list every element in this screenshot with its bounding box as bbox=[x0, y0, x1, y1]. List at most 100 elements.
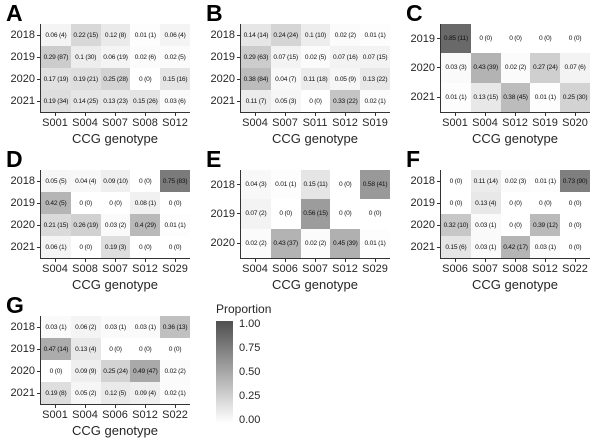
x-axis-tick-label: S012 bbox=[130, 405, 160, 421]
heatmap-cell: 0 (0) bbox=[160, 192, 190, 214]
x-axis-tick-label: S008 bbox=[70, 259, 100, 275]
y-axis-tick-label: 2020 bbox=[200, 68, 240, 90]
x-axis-title: CCG genotype bbox=[272, 131, 358, 146]
heatmap-cell: 0 (0) bbox=[41, 360, 71, 382]
panel-c-plot: 2019 2020 2021 0.85 (11) 0 (0) 0 (0) 0 (0) 0 (… bbox=[400, 24, 600, 146]
y-axis-labels: 2018 2019 2020 bbox=[200, 170, 240, 258]
y-axis-labels: 2019 2020 2021 bbox=[400, 24, 440, 112]
heatmap-cell: 0.14 (14) bbox=[241, 24, 271, 46]
x-axis-tick-label: S004 bbox=[70, 113, 100, 129]
panel-b-label: B bbox=[206, 0, 223, 26]
heatmap-cell: 0.13 (23) bbox=[100, 90, 131, 112]
y-axis-tick-label: 2019 bbox=[0, 192, 40, 214]
heatmap-cell: 0.15 (26) bbox=[130, 90, 161, 112]
panel-f: F 2018 2019 2020 2021 0 (0) 0.11 (14) 0.02 (3… bbox=[400, 146, 600, 292]
x-axis-tick-label: S012 bbox=[330, 113, 360, 129]
panel-d-plot: 2018 2019 2020 2021 0.05 (5) 0.04 (4) 0.09 (1… bbox=[0, 170, 200, 292]
x-axis-tick-label: S001 bbox=[40, 405, 70, 421]
legend-tick: 0.25 bbox=[239, 390, 261, 403]
y-axis-labels: 2018 2019 2020 2021 bbox=[0, 24, 40, 112]
panel-c-label: C bbox=[406, 0, 423, 26]
heatmap-cell: 0.08 (1) bbox=[130, 192, 161, 214]
heatmap-cell: 0.06 (4) bbox=[41, 24, 71, 46]
heatmap-cell: 0.12 (5) bbox=[100, 382, 131, 404]
x-axis-tick-label: S022 bbox=[560, 259, 590, 275]
heatmap-cell: 0.02 (1) bbox=[160, 382, 190, 404]
panel-a: A 2018 2019 2020 2021 0.06 (4) 0.22 (15) 0.12… bbox=[0, 0, 200, 146]
y-axis-tick-label: 2021 bbox=[400, 83, 440, 112]
heatmap-cell: 0.02 (1) bbox=[360, 90, 390, 112]
heatmap-cell: 0.17 (19) bbox=[41, 68, 71, 90]
heatmap-cell: 0.22 (15) bbox=[70, 24, 101, 46]
x-axis-tick-label: S007 bbox=[470, 259, 500, 275]
heatmap-cell: 0.01 (1) bbox=[360, 24, 390, 46]
y-axis-tick-label: 2019 bbox=[0, 338, 40, 360]
x-axis-labels: S004 S007 S011 S012 S019 bbox=[240, 113, 390, 129]
x-axis-labels: S006 S007 S008 S012 S022 bbox=[440, 259, 590, 275]
y-axis-tick-label: 2019 bbox=[0, 46, 40, 68]
x-axis-tick-label: S011 bbox=[300, 113, 330, 129]
heatmap-cell: 0.01 (1) bbox=[130, 24, 161, 46]
heatmap-cell: 0.29 (87) bbox=[41, 46, 71, 68]
panel-g-label: G bbox=[6, 292, 24, 318]
heatmap-cell: 0.09 (10) bbox=[100, 170, 131, 192]
heatmap-cell: 0.38 (84) bbox=[241, 68, 271, 90]
x-axis-tick-label: S007 bbox=[300, 259, 330, 275]
heatmap: 0.06 (4) 0.22 (15) 0.12 (8) 0.01 (1) 0.06 (4… bbox=[40, 24, 190, 113]
empty-cell bbox=[400, 292, 600, 438]
heatmap-cell: 0.01 (1) bbox=[160, 214, 190, 236]
legend-tick-labels: 1.00 0.75 0.50 0.25 0.00 bbox=[239, 318, 271, 426]
heatmap-cell: 0 (0) bbox=[130, 68, 161, 90]
heatmap-cell: 0 (0) bbox=[360, 199, 390, 229]
heatmap-cell: 0.05 (5) bbox=[41, 170, 71, 192]
heatmap-cell: 0.01 (1) bbox=[441, 82, 471, 112]
heatmap-cell: 0.15 (11) bbox=[300, 170, 331, 200]
heatmap-cell: 0.33 (22) bbox=[330, 90, 361, 112]
heatmap-cell: 0.02 (3) bbox=[500, 170, 531, 192]
heatmap-cell: 0.13 (22) bbox=[360, 68, 390, 90]
legend-tick: 0.00 bbox=[239, 413, 261, 426]
panel-f-label: F bbox=[406, 146, 421, 172]
heatmap-cell: 0.03 (1) bbox=[530, 236, 561, 258]
heatmap-cell: 0 (0) bbox=[530, 192, 561, 214]
heatmap-cell: 0.02 (2) bbox=[330, 24, 361, 46]
heatmap-cell: 0 (0) bbox=[530, 24, 561, 54]
x-axis-tick-label: S007 bbox=[270, 113, 300, 129]
y-axis-tick-label: 2018 bbox=[200, 24, 240, 46]
x-axis-tick-label: S006 bbox=[100, 405, 130, 421]
y-axis-tick-label: 2021 bbox=[0, 90, 40, 112]
heatmap-cell: 0.04 (4) bbox=[70, 170, 101, 192]
heatmap-cell: 0.49 (47) bbox=[130, 360, 161, 382]
legend-tick: 1.00 bbox=[239, 318, 261, 331]
heatmap-cell: 0.05 (2) bbox=[70, 382, 101, 404]
heatmap-cell: 0.11 (14) bbox=[470, 170, 501, 192]
heatmap-cell: 0.25 (30) bbox=[560, 82, 590, 112]
heatmap-cell: 0 (0) bbox=[100, 338, 131, 360]
x-axis-title: CCG genotype bbox=[472, 277, 558, 292]
heatmap-cell: 0.03 (2) bbox=[100, 214, 131, 236]
heatmap-cell: 0 (0) bbox=[160, 338, 190, 360]
heatmap-cell: 0.29 (63) bbox=[241, 46, 271, 68]
heatmap-cell: 0 (0) bbox=[470, 24, 501, 54]
heatmap-cell: 0.01 (1) bbox=[360, 228, 390, 258]
heatmap: 0.85 (11) 0 (0) 0 (0) 0 (0) 0 (0) 0.03 (3) 0.4… bbox=[440, 24, 590, 113]
heatmap: 0.05 (5) 0.04 (4) 0.09 (10) 0 (0) 0.75 (83) 0… bbox=[40, 170, 190, 259]
x-axis-tick-label: S019 bbox=[530, 113, 560, 129]
x-axis-tick-label: S012 bbox=[160, 113, 190, 129]
x-axis-tick-label: S019 bbox=[360, 113, 390, 129]
heatmap-cell: 0.05 (9) bbox=[330, 68, 361, 90]
heatmap-cell: 0.09 (9) bbox=[70, 360, 101, 382]
heatmap-cell: 0.07 (2) bbox=[241, 199, 271, 229]
heatmap-cell: 0 (0) bbox=[160, 236, 190, 258]
heatmap-cell: 0.39 (12) bbox=[530, 214, 561, 236]
heatmap-cell: 0 (0) bbox=[500, 192, 531, 214]
heatmap-cell: 0.07 (15) bbox=[270, 46, 301, 68]
panel-f-plot: 2018 2019 2020 2021 0 (0) 0.11 (14) 0.02 (3) 0… bbox=[400, 170, 600, 292]
heatmap-cell: 0.03 (1) bbox=[470, 214, 501, 236]
heatmap-cell: 0 (0) bbox=[300, 90, 331, 112]
x-axis-tick-label: S012 bbox=[130, 259, 160, 275]
heatmap-cell: 0 (0) bbox=[330, 199, 361, 229]
panel-a-label: A bbox=[6, 0, 23, 26]
panel-b-plot: 2018 2019 2020 2021 0.14 (14) 0.24 (24) 0.1 (… bbox=[200, 24, 400, 146]
heatmap: 0.03 (1) 0.06 (2) 0.03 (1) 0.03 (1) 0.36 (13… bbox=[40, 316, 190, 405]
